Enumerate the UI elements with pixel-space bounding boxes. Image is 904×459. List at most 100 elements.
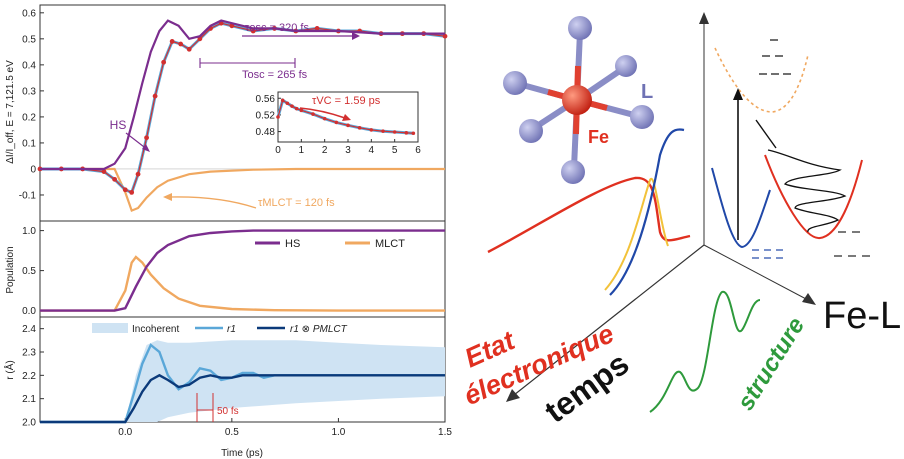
tau-osc-annotation: τosc = 320 fs	[245, 22, 309, 34]
inset-data-point	[381, 129, 385, 133]
t-osc-annotation: Tosc = 265 fs	[242, 69, 308, 81]
metal-atom	[562, 85, 592, 115]
ligand-atom-front-left	[519, 119, 543, 143]
legend-incoherent-swatch	[92, 323, 128, 333]
top-y-tick-label: 0.2	[22, 112, 36, 123]
top-series-hs	[40, 19, 445, 171]
inset-data-point	[404, 131, 409, 135]
ligand-atom-right	[630, 105, 654, 129]
top-y-tick-label: 0.6	[22, 8, 36, 19]
inset-data-point	[334, 120, 339, 125]
middle-panel-plot	[40, 229, 445, 312]
inset-data-point	[299, 108, 304, 113]
inset-data-point	[392, 130, 397, 134]
top-data-point	[186, 46, 192, 52]
inset-y-tick-label: 0.52	[256, 110, 276, 121]
legend-incoherent-label: Incoherent	[132, 324, 179, 335]
legend-r1-label: r1	[227, 324, 236, 335]
potential-curve-orange-dashed	[714, 47, 809, 113]
inset-data-point	[311, 112, 315, 116]
schematic: L Fe	[459, 12, 901, 430]
relaxation-arrow	[755, 119, 777, 149]
top-series-mlct	[40, 167, 445, 213]
middle-y-tick-label: 0.0	[22, 306, 36, 317]
bottom-panel-plot	[40, 340, 446, 424]
electronic-trace-yellow	[604, 177, 669, 291]
legend-mlct-label: MLCT	[375, 238, 405, 250]
tau-mlct-arrow	[169, 196, 257, 209]
top-panel-y-ticks: 0.6 0.5 0.4 0.3 0.2 0.1 0 -0.1	[19, 8, 44, 201]
bottom-x-tick-label: 0.5	[225, 427, 239, 438]
inset-data-point	[285, 101, 290, 106]
inset-x-tick-label: 6	[415, 145, 421, 156]
axis-time	[513, 244, 705, 396]
orbital-levels-upper	[759, 39, 791, 75]
inset-data-point	[411, 131, 416, 136]
inset-data-point	[294, 106, 299, 111]
middle-series-hs	[40, 229, 445, 312]
inset-y-tick-label: 0.56	[256, 94, 276, 105]
axis-fel	[703, 244, 809, 301]
chart-area: 0.60.50.40.30.20.10-0.1 0 1 2 3 4 5 60.560.520…	[3, 4, 452, 459]
bottom-y-tick-label: 2.2	[22, 371, 36, 382]
inset-x-tick-label: 4	[369, 145, 375, 156]
middle-y-tick-label: 0.5	[22, 266, 36, 277]
top-y-tick-label: -0.1	[19, 190, 37, 201]
bottom-x-tick-label: 0.0	[118, 427, 132, 438]
bottom-y-tick-label: 2.0	[22, 418, 36, 429]
tau-vc-arrowhead	[342, 114, 351, 121]
top-data-point	[314, 26, 320, 31]
inset-data-point	[290, 104, 294, 108]
inset-data-point	[276, 115, 280, 119]
structure-trace-green	[649, 291, 761, 413]
inset-x-tick-label: 1	[299, 145, 305, 156]
legend-hs-label: HS	[285, 238, 300, 250]
tau-mlct-annotation: τMLCT = 120 fs	[258, 197, 335, 209]
top-data-point	[112, 176, 118, 182]
ligand-atom-bottom	[561, 160, 585, 184]
bottom-y-tick-label: 2.1	[22, 394, 36, 405]
middle-series-mlct	[40, 255, 445, 312]
metal-label: Fe	[588, 127, 609, 147]
ligand-label: L	[641, 81, 653, 103]
bottom-x-tick-label: 1.5	[438, 427, 452, 438]
bottom-y-axis-label: r (Å)	[3, 360, 16, 379]
top-data-point	[129, 189, 135, 195]
bottom-incoherent-band	[125, 340, 446, 422]
tau-vc-arrow	[299, 107, 346, 119]
axis-vertical-arrowhead	[699, 12, 709, 24]
potential-curve-blue	[711, 167, 771, 249]
inset-plot: 0 1 2 3 4 5 6 0.56 0.52 0.48	[256, 94, 422, 156]
top-y-axis-label: ΔI/I_off, E = 7,121.5 eV	[5, 60, 16, 164]
x-axis-label: Time (ps)	[221, 448, 263, 459]
wavepacket-oscillation	[767, 149, 847, 233]
middle-panel-y-ticks: 1.0 0.5 0.0	[22, 226, 44, 317]
hs-annotation-arrowhead	[142, 144, 150, 152]
top-data-point	[442, 33, 448, 39]
top-data-point	[122, 187, 128, 193]
electronic-trace-blue	[609, 128, 685, 296]
inset-y-tick-label: 0.48	[256, 127, 276, 138]
top-y-tick-label: 0.5	[22, 34, 36, 45]
top-data-point	[144, 135, 149, 141]
fifty-fs-annotation: 50 fs	[217, 406, 239, 417]
bottom-x-tick-label: 1.0	[331, 427, 345, 438]
top-data-point	[135, 171, 141, 177]
inset-x-tick-label: 5	[392, 145, 398, 156]
top-data-point	[101, 169, 107, 174]
inset-x-tick-label: 2	[322, 145, 328, 156]
tau-mlct-arrowhead	[163, 193, 172, 201]
top-data-point	[161, 59, 167, 65]
bottom-series-r1-conv	[40, 373, 445, 424]
axis-fel-arrowhead	[802, 293, 816, 305]
middle-panel-frame	[39, 220, 446, 318]
bottom-panel-x-ticks: 0.0 0.5 1.0 1.5	[118, 418, 452, 438]
potential-curve-red	[764, 154, 863, 239]
inset-data-point	[322, 116, 327, 121]
inset-data-point	[346, 123, 350, 128]
octahedral-molecule: L Fe	[503, 16, 654, 184]
hs-annotation: HS	[110, 118, 127, 132]
tau-vc-annotation: τVC = 1.59 ps	[312, 95, 381, 107]
top-data-point	[169, 39, 175, 44]
